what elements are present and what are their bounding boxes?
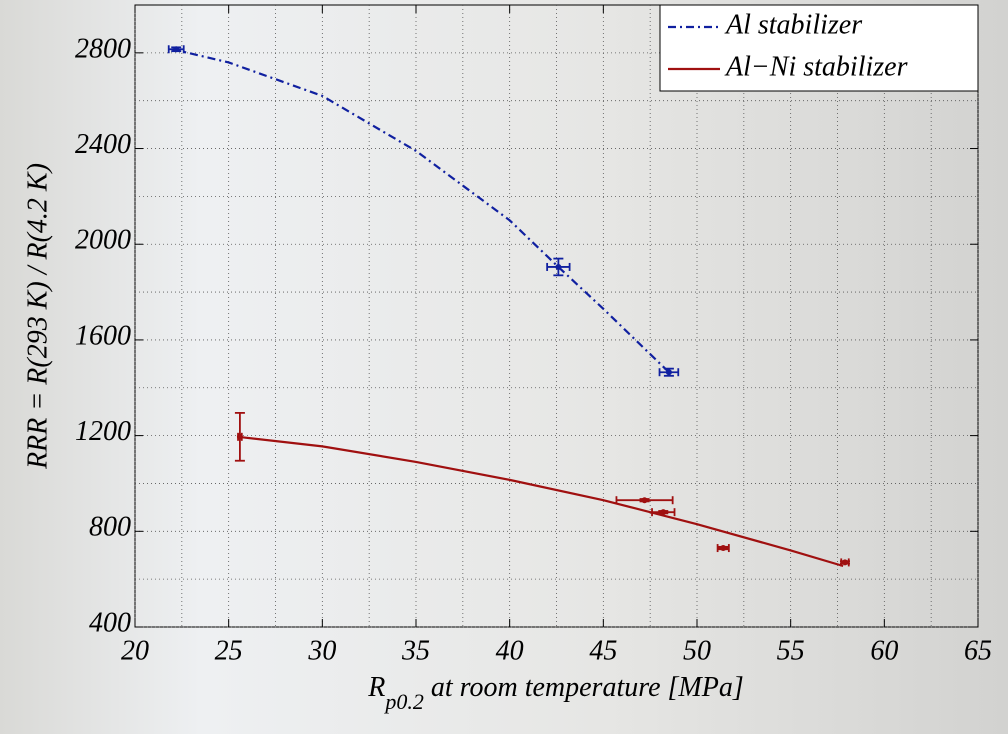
point	[665, 369, 672, 376]
x-tick-label: 35	[401, 635, 430, 666]
point	[555, 263, 562, 270]
x-label-rest: at room temperature [MPa]	[424, 672, 744, 703]
point	[173, 46, 180, 53]
y-tick-label: 2400	[75, 129, 131, 160]
y-tick-label: 1600	[75, 320, 131, 351]
y-tick-label: 400	[89, 607, 131, 638]
x-tick-label: 60	[870, 635, 898, 666]
fit-line	[237, 435, 844, 568]
point	[841, 559, 848, 566]
point	[641, 497, 648, 504]
y-axis-label: RRR = R(293 K) / R(4.2 K)	[22, 163, 53, 470]
point	[236, 433, 243, 440]
x-label-main: R	[367, 672, 385, 703]
y-tick-label: 2000	[75, 225, 131, 256]
x-tick-label: 40	[496, 635, 524, 666]
legend-label: Al−Ni stabilizer	[724, 51, 908, 82]
x-tick-label: 20	[121, 635, 149, 666]
legend-label: Al stabilizer	[724, 9, 862, 40]
y-tick-label: 2800	[75, 33, 131, 64]
x-tick-label: 45	[589, 635, 617, 666]
y-tick-label: 1200	[75, 416, 131, 447]
legend-box	[659, 4, 979, 92]
x-tick-label: 50	[683, 635, 711, 666]
point	[660, 509, 667, 516]
x-axis-label: Rp0.2 at room temperature [MPa]	[367, 672, 744, 714]
x-tick-label: 55	[777, 635, 805, 666]
y-tick-label: 800	[89, 512, 131, 543]
x-tick-label: 30	[307, 635, 336, 666]
x-tick-label: 25	[215, 635, 243, 666]
fit-line	[172, 48, 670, 374]
x-label-sub: p0.2	[383, 689, 424, 714]
point	[720, 545, 727, 552]
x-tick-label: 65	[964, 635, 992, 666]
